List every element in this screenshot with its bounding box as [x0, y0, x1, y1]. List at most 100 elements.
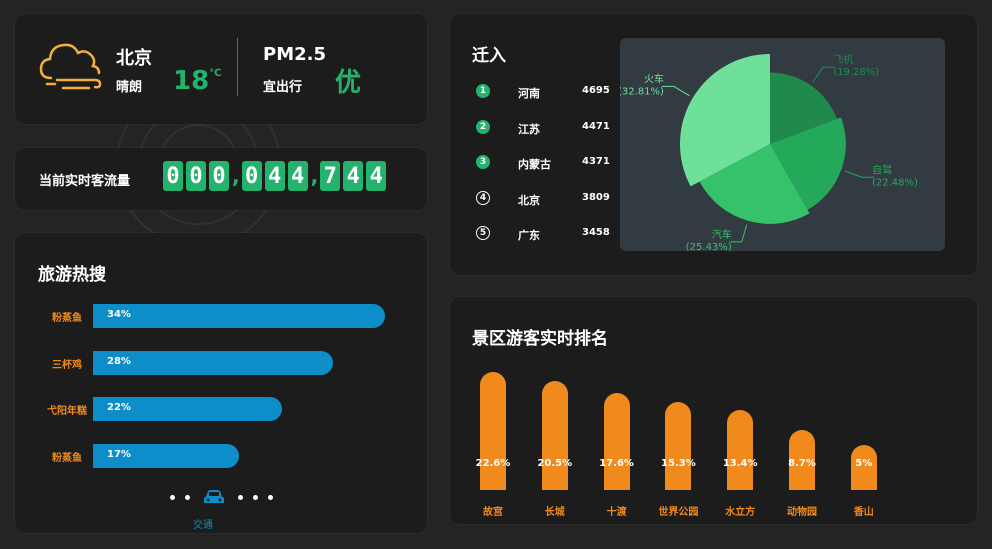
pie-label-percent: (22.48%)	[872, 177, 918, 188]
migration-title: 迁入	[472, 46, 506, 66]
rank-badge: 2	[476, 119, 490, 134]
pm-label: PM2.5	[263, 44, 326, 65]
rank-badge: 3	[476, 155, 490, 169]
pie-leader-line	[661, 85, 690, 97]
hot-search-percent: 28%	[107, 355, 131, 367]
scenic-ranking-panel: 景区游客实时排名 22.6% 故宫 20.5% 长城 17.6% 十渡 15.3% 世界公园 1…	[450, 297, 977, 524]
temperature-number: 18	[173, 66, 210, 96]
counter-digit: 7	[320, 161, 341, 191]
ranking-bar	[541, 380, 568, 490]
pie-svg: 飞机(19.28%) 自驾(22.48%) 汽车(25.43%) 火车(32.81%)	[618, 53, 918, 253]
transport-pie-chart: 飞机 (19.28%) 自驾 (22.48%) 汽车 (25.43%) 火车 (32.81%)	[618, 38, 945, 253]
flow-label: 当前实时客流量	[39, 174, 131, 189]
counter-digit: 0	[163, 161, 183, 191]
pie-leader-line	[729, 224, 748, 243]
counter-digit: 0	[241, 161, 262, 191]
migration-value: 4371	[582, 156, 610, 167]
pager-dot[interactable]	[170, 494, 175, 500]
migration-province: 江苏	[518, 122, 540, 136]
hot-search-name: 粉蒸鱼	[52, 452, 82, 464]
pie-label-percent: (19.28%)	[833, 67, 879, 78]
hot-search-percent: 22%	[107, 402, 131, 413]
temperature-unit: ℃	[209, 68, 222, 79]
hot-search-item[interactable]: 弋阳年糕 22%	[15, 397, 427, 421]
pie-slice-3[interactable]	[699, 144, 810, 224]
outing-advice: 宜出行	[263, 80, 303, 95]
pie-slice-0[interactable]	[680, 54, 770, 187]
hot-search-title: 旅游热搜	[38, 265, 106, 285]
migration-province: 北京	[518, 193, 540, 207]
ranking-name: 长城	[544, 507, 565, 518]
hot-search-item[interactable]: 粉蒸鱼 34%	[15, 304, 427, 328]
hot-search-item[interactable]: 粉蒸鱼 17%	[15, 443, 427, 468]
migration-item[interactable]: 1 河南 4695	[476, 82, 656, 102]
ranking-percent: 20.5%	[537, 458, 573, 469]
weather-panel: 北京 晴朗 18℃ PM2.5 宜出行 优	[15, 14, 427, 124]
ranking-name: 动物园	[787, 507, 817, 518]
ranking-name: 世界公园	[658, 507, 699, 518]
migration-item[interactable]: 2 江苏 4471	[476, 118, 656, 138]
pie-label-name: 飞机	[833, 53, 853, 66]
pager-label[interactable]: 交通	[193, 520, 213, 531]
migration-item[interactable]: 3 内蒙古 4371	[476, 153, 656, 173]
pager-dot[interactable]	[238, 494, 243, 500]
ranking-name: 香山	[853, 507, 874, 518]
hot-search-bar: 22%	[93, 397, 282, 421]
hot-search-name: 粉蒸鱼	[52, 313, 82, 324]
temperature-value: 18℃	[173, 66, 221, 96]
pie-label-percent: (32.81%)	[620, 86, 664, 97]
pager-dot[interactable]	[185, 494, 190, 500]
migration-item[interactable]: 5 广东 3458	[476, 224, 656, 244]
pager[interactable]	[165, 489, 278, 505]
pie-label-name: 自驾	[872, 163, 892, 176]
hot-search-item[interactable]: 三杯鸡 28%	[15, 350, 427, 375]
pie-label-percent: (25.43%)	[686, 242, 732, 251]
ranking-title: 景区游客实时排名	[472, 329, 608, 349]
air-quality-value: 优	[335, 68, 362, 98]
migration-value: 3809	[582, 191, 610, 203]
car-icon[interactable]	[203, 489, 225, 505]
ranking-bar	[603, 392, 630, 490]
ranking-bar	[789, 429, 815, 490]
ranking-bar	[727, 410, 754, 490]
counter-digit: 4	[343, 161, 364, 191]
ranking-name: 十渡	[606, 507, 627, 518]
migration-province: 内蒙古	[518, 158, 551, 171]
rank-badge: 5	[476, 226, 490, 240]
migration-item[interactable]: 4 北京 3809	[476, 189, 656, 209]
counter-digit: 4	[287, 161, 308, 191]
hot-search-name: 三杯鸡	[52, 359, 82, 371]
ranking-percent: 15.3%	[661, 458, 696, 469]
city-name: 北京	[116, 48, 152, 69]
migration-panel: 迁入 1 河南 4695 2 江苏 4471 3 内蒙古 4371 4 北京 3809 5 广东 3458 …	[450, 14, 977, 275]
migration-value: 3458	[582, 227, 610, 238]
pie-slice-1[interactable]	[770, 72, 837, 144]
hot-search-percent: 34%	[107, 309, 131, 320]
hot-search-percent: 17%	[107, 448, 131, 460]
rank-badge: 4	[476, 190, 490, 205]
pie-label-name: 汽车	[712, 228, 732, 241]
ranking-name: 水立方	[725, 507, 756, 518]
hot-search-bar: 28%	[93, 350, 334, 375]
pager-dot[interactable]	[253, 494, 258, 500]
ranking-name: 故宫	[483, 507, 503, 518]
hot-search-panel: 旅游热搜 粉蒸鱼 34% 三杯鸡 28% 弋阳年糕 22% 粉蒸鱼 17% 交通	[15, 233, 427, 533]
counter-digit: 4	[264, 161, 285, 191]
pie-slice-2[interactable]	[770, 117, 846, 210]
ranking-bar	[665, 402, 692, 490]
counter-separator: ,	[232, 164, 240, 188]
pager-dot[interactable]	[268, 494, 273, 500]
migration-value: 4695	[582, 85, 610, 96]
ranking-bar	[480, 372, 506, 490]
hot-search-name: 弋阳年糕	[47, 406, 87, 417]
pie-leader-line	[812, 66, 836, 83]
ranking-bar	[850, 445, 877, 490]
weather-condition: 晴朗	[116, 80, 143, 95]
counter-digit: 0	[186, 161, 206, 191]
ranking-percent: 8.7%	[788, 458, 816, 469]
hot-search-bar: 17%	[93, 443, 239, 468]
ranking-percent: 13.4%	[722, 458, 758, 469]
migration-province: 河南	[518, 87, 540, 100]
